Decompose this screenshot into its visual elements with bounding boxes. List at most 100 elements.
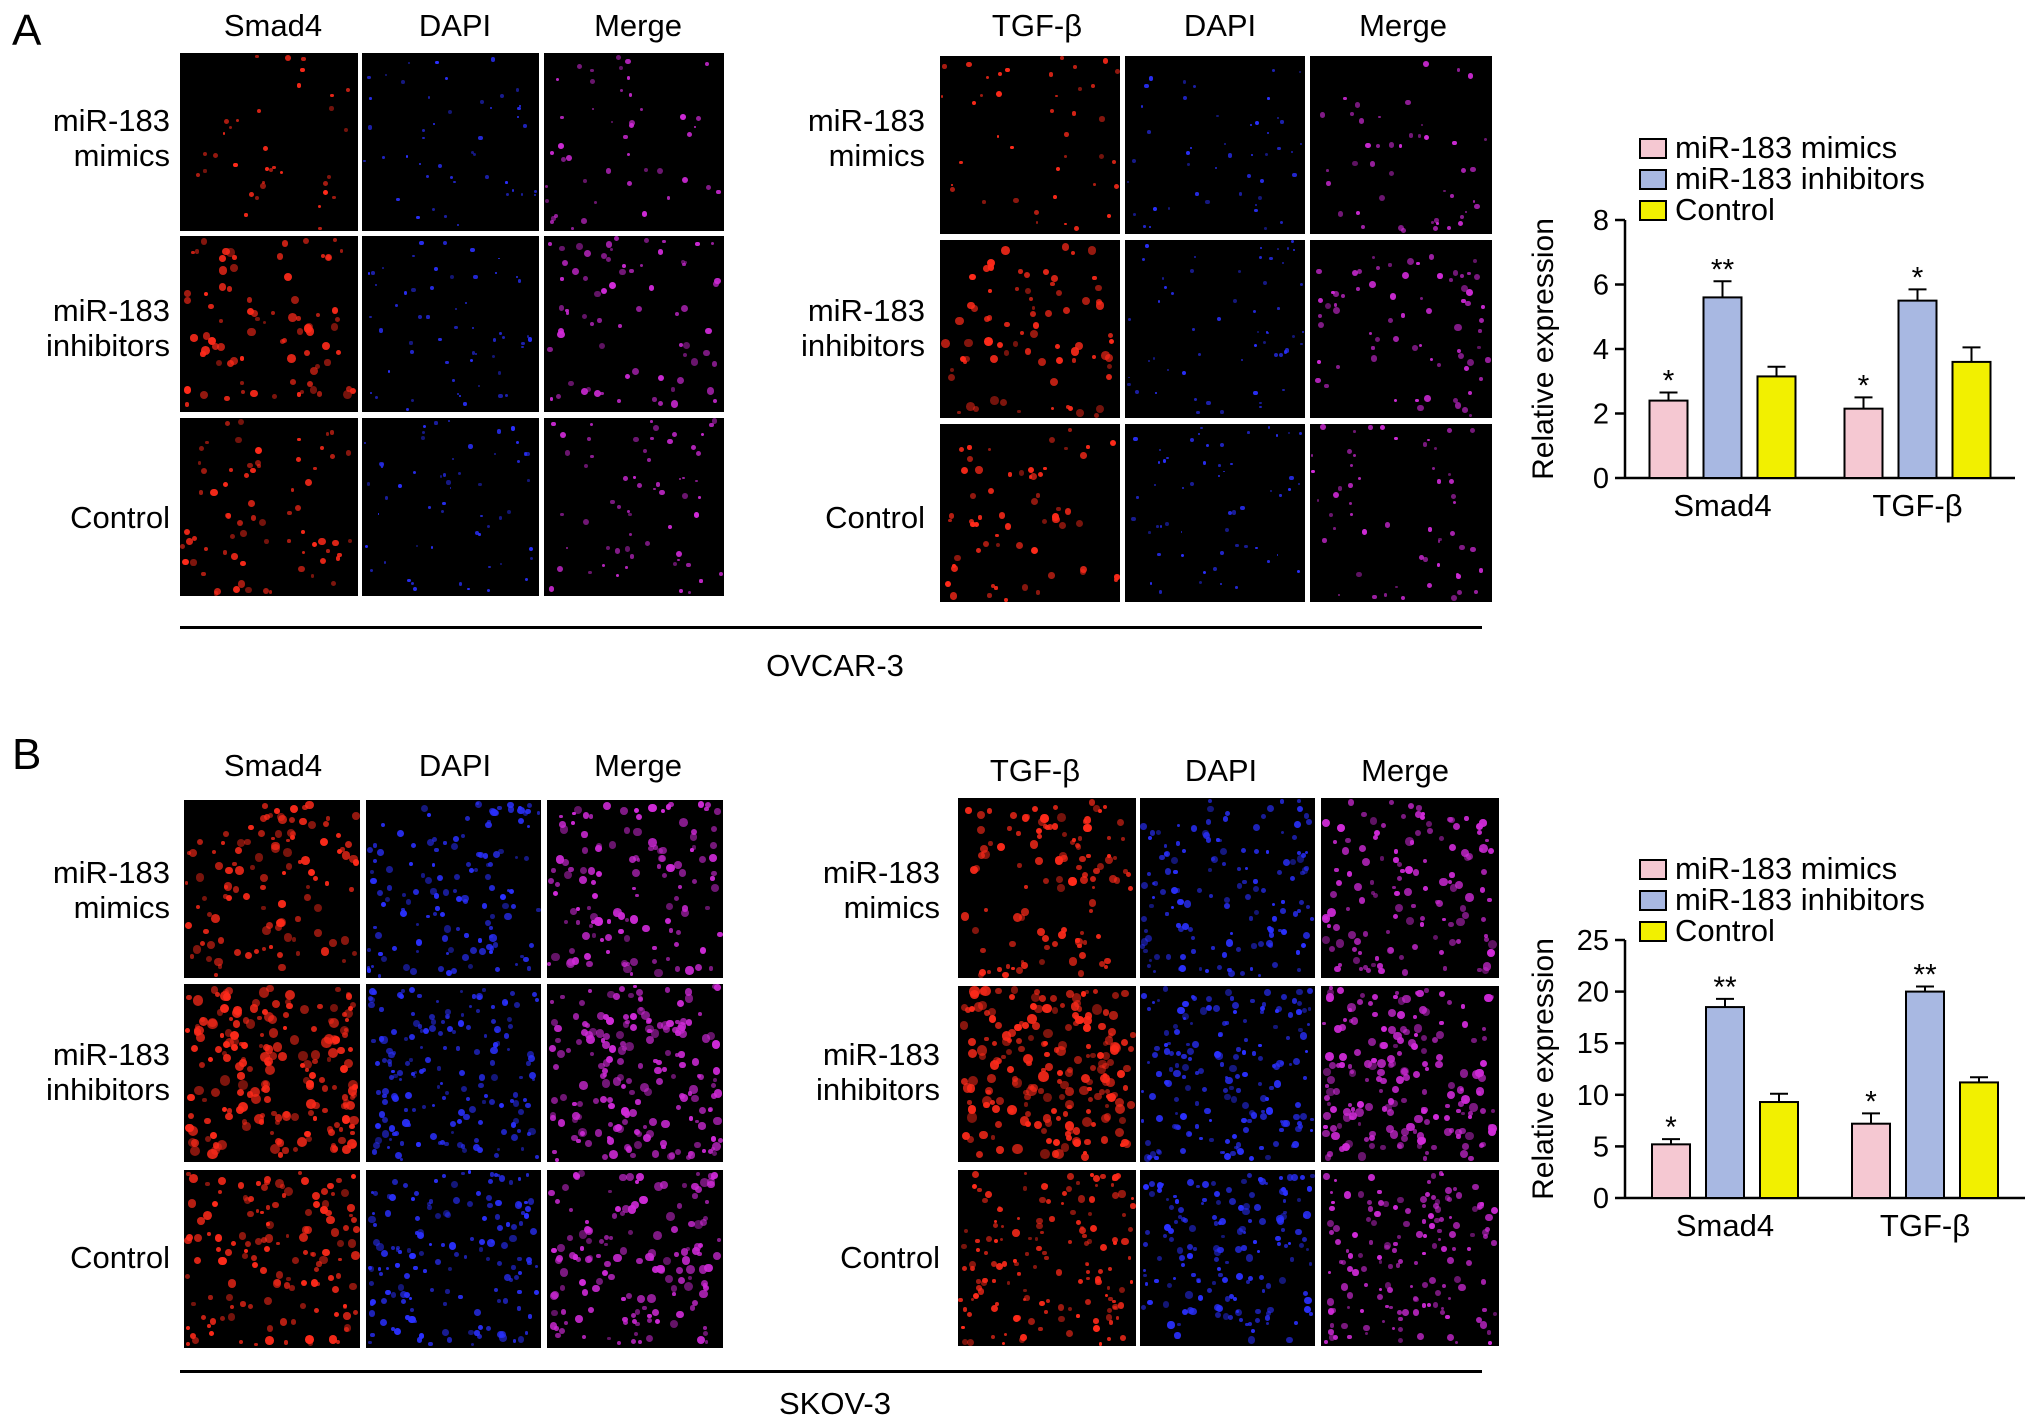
cell-dot (1213, 1257, 1219, 1263)
cell-dot (559, 1327, 566, 1334)
cell-dot (1354, 102, 1361, 108)
cell-dot (566, 1048, 572, 1053)
cell-dot (1360, 1266, 1368, 1273)
cell-dot (1159, 854, 1165, 860)
cell-dot (232, 255, 237, 260)
cell-dot (1342, 1017, 1347, 1022)
cell-dot (588, 1306, 595, 1313)
cell-dot (274, 830, 283, 838)
row-label-b-left-0: miR-183 mimics (52, 855, 170, 925)
cell-dot (417, 993, 422, 999)
cell-dot (698, 1122, 706, 1130)
cell-dot (999, 399, 1007, 407)
cell-dot (381, 1088, 389, 1096)
cell-dot (327, 1182, 334, 1190)
cell-dot (1413, 1024, 1423, 1033)
cell-dot (1448, 277, 1453, 282)
cell-dot (547, 1189, 555, 1197)
cell-dot (584, 952, 591, 960)
cell-dot (1261, 813, 1266, 819)
cell-dot (247, 327, 257, 337)
cell-dot (1435, 222, 1439, 226)
cell-dot (645, 1024, 654, 1034)
cell-dot (606, 168, 612, 174)
cell-dot (473, 1137, 480, 1144)
cell-dot (619, 89, 624, 93)
cell-dot (1240, 358, 1243, 362)
cell-dot (240, 1057, 246, 1063)
cell-dot (302, 1059, 313, 1070)
cell-dot (707, 1149, 714, 1155)
cell-dot (1446, 1256, 1454, 1264)
cell-dot (1115, 1127, 1125, 1138)
cell-dot (586, 960, 594, 968)
cell-dot (710, 1083, 716, 1089)
cell-dot (439, 911, 445, 917)
cell-dot (1407, 803, 1415, 810)
cell-dot (966, 1311, 972, 1317)
cell-dot (1275, 1235, 1281, 1241)
cell-dot (286, 838, 291, 843)
cell-dot (255, 316, 260, 321)
cell-dot (668, 928, 674, 933)
cell-dot (460, 833, 465, 839)
cell-dot (1444, 1128, 1452, 1137)
cell-dot (1117, 1302, 1125, 1309)
cell-dot (1397, 1037, 1405, 1045)
cell-dot (1222, 1088, 1228, 1094)
cell-dot (653, 1058, 658, 1064)
cell-dot (1430, 1194, 1436, 1200)
cell-dot (629, 855, 637, 863)
legend-label: miR-183 inhibitors (1675, 161, 1925, 196)
cell-dot (1260, 1109, 1265, 1114)
cell-dot (1398, 1259, 1404, 1265)
cell-dot (623, 964, 633, 974)
cell-dot (1283, 858, 1291, 866)
cell-dot (496, 1147, 501, 1151)
cell-dot (464, 815, 470, 821)
cell-dot (491, 809, 499, 817)
cell-dot (550, 868, 556, 873)
cell-dot (1479, 318, 1485, 324)
cell-dot (491, 1074, 499, 1082)
cell-dot (1487, 1127, 1497, 1137)
cell-dot (1077, 1195, 1085, 1203)
cell-dot (1149, 226, 1152, 229)
cell-dot (1359, 993, 1365, 999)
cell-dot (337, 552, 342, 558)
cell-dot (1037, 472, 1043, 478)
bar (1702, 296, 1743, 479)
cell-dot (1480, 1141, 1486, 1148)
cell-dot (1197, 1279, 1202, 1284)
cell-dot (622, 1014, 630, 1021)
cell-dot (1038, 1071, 1049, 1082)
cell-dot (492, 337, 497, 342)
cell-dot (1376, 266, 1381, 270)
cell-dot (254, 948, 260, 954)
cell-dot (244, 473, 250, 479)
cell-dot (228, 1016, 233, 1021)
cell-dot (378, 1272, 384, 1277)
cell-dot (550, 1322, 558, 1330)
cell-dot (960, 1077, 968, 1086)
cell-dot (536, 907, 541, 913)
cell-dot (1425, 1191, 1431, 1197)
cell-dot (522, 1097, 528, 1103)
cell-dot (1481, 1035, 1488, 1042)
cell-dot (637, 1063, 644, 1069)
cell-dot (250, 515, 257, 521)
cell-dot (984, 1191, 992, 1199)
cell-dot (188, 1138, 198, 1148)
cell-dot (319, 1077, 325, 1083)
cell-dot (1075, 519, 1083, 527)
cell-dot (1079, 1226, 1084, 1231)
cell-dot (505, 180, 508, 184)
cell-dot (1052, 1138, 1060, 1146)
cell-dot (993, 1238, 999, 1243)
cell-dot (1324, 383, 1329, 389)
cell-dot (1377, 1199, 1384, 1206)
cell-dot (1058, 1315, 1066, 1323)
cell-dot (1488, 1124, 1493, 1130)
cell-dot (612, 993, 620, 1000)
cell-dot (186, 850, 192, 856)
